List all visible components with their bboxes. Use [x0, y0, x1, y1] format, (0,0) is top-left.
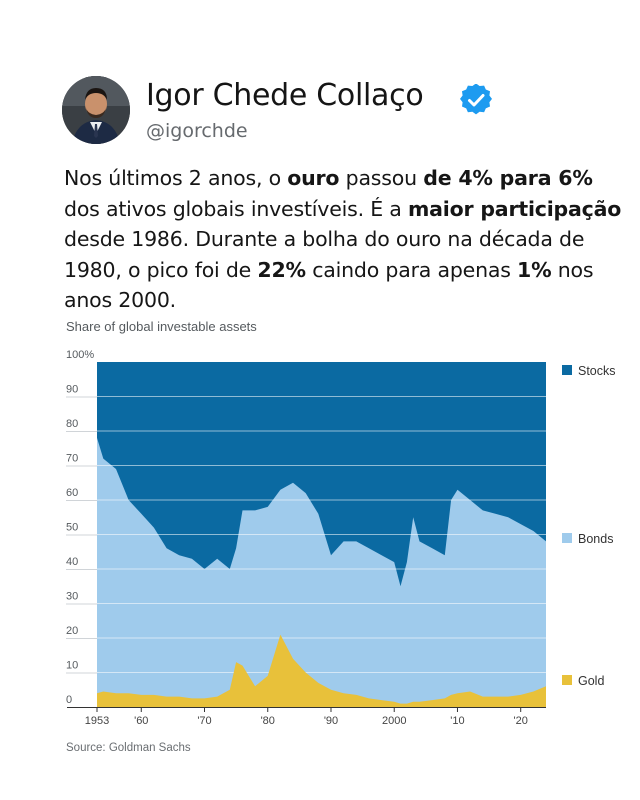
y-tick-label: 0 — [66, 694, 72, 706]
tweet-text-segment: passou — [339, 166, 424, 190]
author-name[interactable]: Igor Chede Collaço — [146, 78, 424, 113]
avatar-image — [62, 76, 130, 144]
y-tick-label: 40 — [66, 556, 78, 568]
verified-badge-icon — [460, 83, 492, 116]
legend-swatch-stocks — [562, 365, 572, 375]
x-tick-label: 2000 — [382, 715, 406, 727]
tweet-text-bold: de 4% para 6% — [423, 166, 593, 190]
tweet-text: Nos últimos 2 anos, o ouro passou de 4% … — [64, 163, 624, 316]
x-tick-label: '10 — [450, 715, 464, 727]
tweet-text-segment: nos anos 2000. — [64, 257, 594, 313]
y-tick-label: 60 — [66, 487, 78, 499]
y-tick-label: 80 — [66, 418, 78, 430]
chart-source: Source: Goldman Sachs — [66, 742, 191, 754]
y-tick-label: 70 — [66, 453, 78, 465]
tweet-text-segment: Nos últimos 2 anos, o — [64, 166, 288, 190]
avatar[interactable] — [62, 76, 130, 144]
tweet-text-segment: desde 1986. Durante a bolha do ouro na d… — [64, 227, 585, 282]
x-tick-label: '90 — [324, 715, 338, 727]
x-tick-label: '80 — [261, 715, 275, 727]
chart-title: Share of global investable assets — [66, 319, 257, 334]
y-tick-label: 100% — [66, 349, 94, 361]
axes: 100% 90 80 70 60 50 40 30 20 10 0 1953 '60 '70 '80 '90 2… — [66, 349, 546, 727]
chart: Share of global investable assets Source… — [0, 310, 640, 760]
series-area-gold — [97, 634, 546, 707]
legend-swatch-bonds — [562, 533, 572, 543]
tweet-text-segment: dos ativos globais investíveis. É a — [64, 196, 408, 221]
legend-swatch-gold — [562, 675, 572, 685]
x-tick-label: 1953 — [85, 715, 109, 727]
x-tick-label: '20 — [514, 715, 528, 727]
legend-label-stocks: Stocks — [578, 364, 616, 378]
tweet-text-bold: ouro — [287, 166, 340, 190]
y-tick-label: 90 — [66, 384, 78, 396]
x-tick-label: '60 — [134, 715, 148, 727]
y-tick-label: 20 — [66, 625, 78, 637]
series-area-bonds — [97, 437, 546, 707]
y-tick-label: 10 — [66, 660, 78, 672]
y-tick-label: 30 — [66, 591, 78, 603]
tweet-text-bold: 1% — [517, 257, 552, 282]
tweet-text-bold: 22% — [257, 257, 306, 282]
y-tick-label: 50 — [66, 522, 78, 534]
chart-svg: Share of global investable assets Source… — [66, 319, 616, 754]
tweet-header: Igor Chede Collaço @igorchde — [62, 76, 622, 150]
plot-area — [97, 362, 546, 707]
x-tick-label: '70 — [197, 715, 211, 727]
legend-label-gold: Gold — [578, 674, 604, 688]
author-handle[interactable]: @igorchde — [146, 120, 248, 142]
tweet-text-bold: maior participação — [407, 196, 622, 221]
legend: Stocks Bonds Gold — [562, 364, 616, 688]
tweet-text-segment: caindo para apenas — [305, 257, 518, 282]
legend-label-bonds: Bonds — [578, 532, 613, 546]
